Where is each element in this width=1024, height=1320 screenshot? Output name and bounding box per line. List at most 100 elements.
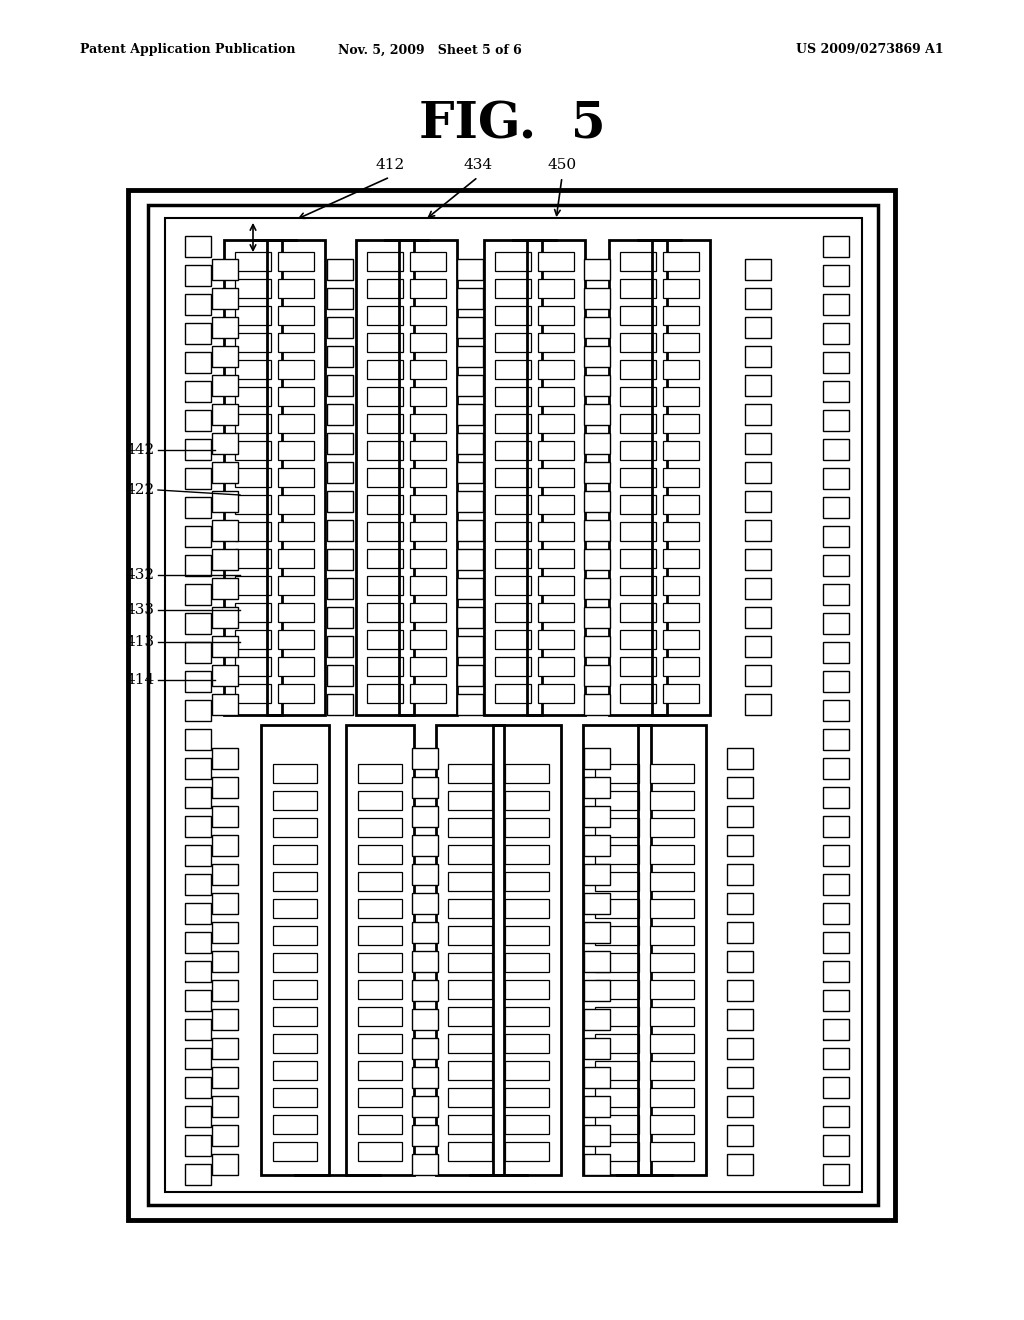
Bar bbox=[650, 953, 694, 972]
Bar bbox=[745, 346, 771, 367]
Bar bbox=[412, 865, 438, 884]
Bar bbox=[457, 578, 483, 599]
Bar bbox=[538, 414, 574, 433]
Bar bbox=[584, 694, 610, 715]
Bar bbox=[449, 1007, 492, 1026]
Bar bbox=[367, 576, 403, 595]
Bar bbox=[584, 578, 610, 599]
Bar bbox=[234, 657, 271, 676]
Bar bbox=[327, 288, 353, 309]
Bar bbox=[212, 636, 238, 657]
Bar bbox=[212, 346, 238, 367]
Bar bbox=[212, 950, 238, 972]
Bar bbox=[584, 549, 610, 570]
Text: Nov. 5, 2009   Sheet 5 of 6: Nov. 5, 2009 Sheet 5 of 6 bbox=[338, 44, 522, 57]
Bar bbox=[358, 764, 402, 783]
Bar bbox=[234, 576, 271, 595]
Bar bbox=[823, 990, 849, 1011]
Text: 432: 432 bbox=[126, 568, 155, 582]
Bar bbox=[410, 252, 446, 271]
Bar bbox=[650, 1007, 694, 1026]
Bar bbox=[823, 787, 849, 808]
Text: 450: 450 bbox=[548, 158, 577, 172]
Bar bbox=[273, 1115, 317, 1134]
Bar bbox=[727, 1038, 753, 1059]
Bar bbox=[495, 684, 531, 704]
Bar bbox=[410, 630, 446, 649]
Bar bbox=[595, 979, 639, 999]
Bar bbox=[495, 576, 531, 595]
Bar bbox=[234, 252, 271, 271]
Bar bbox=[663, 495, 699, 513]
Bar bbox=[620, 657, 656, 676]
Bar bbox=[584, 1008, 610, 1030]
Bar bbox=[745, 694, 771, 715]
Bar bbox=[745, 549, 771, 570]
Bar bbox=[823, 469, 849, 488]
Bar bbox=[823, 265, 849, 286]
Bar bbox=[410, 279, 446, 298]
Bar bbox=[212, 1154, 238, 1175]
Bar bbox=[584, 317, 610, 338]
Bar bbox=[449, 899, 492, 917]
Bar bbox=[584, 607, 610, 628]
Bar bbox=[620, 333, 656, 352]
Bar bbox=[663, 657, 699, 676]
Bar bbox=[505, 764, 549, 783]
Bar bbox=[449, 1061, 492, 1080]
Bar bbox=[412, 979, 438, 1001]
Bar bbox=[584, 520, 610, 541]
Bar bbox=[367, 306, 403, 325]
Bar bbox=[538, 279, 574, 298]
Bar bbox=[663, 306, 699, 325]
Bar bbox=[185, 469, 211, 488]
Bar bbox=[823, 352, 849, 374]
Bar bbox=[823, 1106, 849, 1127]
Bar bbox=[505, 818, 549, 837]
Bar bbox=[410, 657, 446, 676]
Bar bbox=[663, 252, 699, 271]
Bar bbox=[457, 549, 483, 570]
Bar bbox=[273, 1142, 317, 1162]
Bar bbox=[650, 1088, 694, 1107]
Bar bbox=[165, 218, 862, 1192]
Bar bbox=[327, 375, 353, 396]
Bar bbox=[538, 549, 574, 568]
Bar bbox=[185, 700, 211, 721]
Bar bbox=[358, 927, 402, 945]
Bar bbox=[410, 441, 446, 459]
Bar bbox=[412, 950, 438, 972]
Bar bbox=[278, 469, 314, 487]
Bar bbox=[367, 279, 403, 298]
Bar bbox=[212, 607, 238, 628]
Bar bbox=[727, 979, 753, 1001]
Bar bbox=[212, 1096, 238, 1117]
Bar bbox=[609, 240, 667, 715]
Bar bbox=[212, 894, 238, 913]
Bar bbox=[185, 323, 211, 345]
Bar bbox=[410, 549, 446, 568]
Bar bbox=[505, 873, 549, 891]
Bar bbox=[185, 498, 211, 517]
Bar bbox=[449, 1034, 492, 1053]
Bar bbox=[823, 498, 849, 517]
Bar bbox=[185, 1135, 211, 1156]
Bar bbox=[412, 921, 438, 942]
Bar bbox=[212, 1008, 238, 1030]
Bar bbox=[595, 1061, 639, 1080]
Bar bbox=[650, 764, 694, 783]
Bar bbox=[367, 387, 403, 407]
Bar bbox=[224, 240, 282, 715]
Bar bbox=[495, 630, 531, 649]
Bar bbox=[584, 894, 610, 913]
Bar bbox=[538, 441, 574, 459]
Bar bbox=[823, 381, 849, 403]
Bar bbox=[538, 495, 574, 513]
Bar bbox=[595, 899, 639, 917]
Bar bbox=[595, 764, 639, 783]
Bar bbox=[278, 657, 314, 676]
Bar bbox=[495, 387, 531, 407]
Bar bbox=[185, 525, 211, 546]
Bar bbox=[595, 953, 639, 972]
Bar bbox=[327, 520, 353, 541]
